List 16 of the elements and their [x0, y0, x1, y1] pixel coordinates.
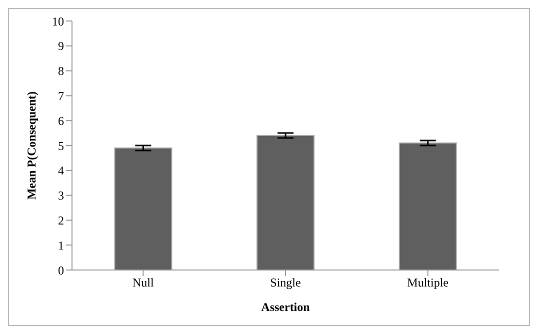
y-tick-label: 4 [58, 164, 64, 178]
y-tick-label: 1 [58, 238, 64, 252]
y-tick-label: 3 [58, 188, 64, 203]
x-tick-label: Multiple [407, 276, 449, 290]
y-tick-label: 10 [52, 14, 64, 28]
y-tick-label: 6 [58, 114, 64, 128]
x-tick-label: Null [132, 276, 154, 290]
y-tick-label: 8 [58, 64, 64, 78]
y-tick-label: 0 [58, 263, 64, 278]
y-tick-label: 2 [58, 213, 64, 228]
y-tick-label: 9 [58, 39, 64, 54]
x-axis-title: Assertion [261, 300, 310, 314]
x-tick-label: Single [270, 276, 301, 290]
y-axis-title: Mean P(Consequent) [24, 91, 38, 200]
y-tick-label: 5 [58, 138, 64, 153]
y-tick-label: 7 [58, 88, 64, 103]
